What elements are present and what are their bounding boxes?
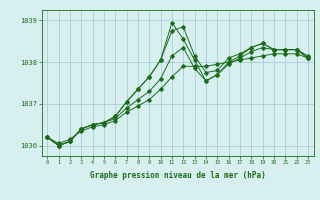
X-axis label: Graphe pression niveau de la mer (hPa): Graphe pression niveau de la mer (hPa): [90, 171, 266, 180]
